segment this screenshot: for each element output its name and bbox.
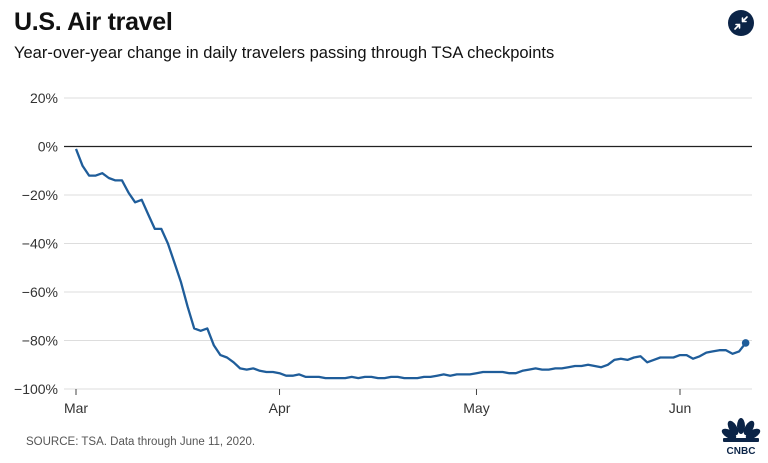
- chart-subtitle: Year-over-year change in daily travelers…: [14, 44, 555, 62]
- line-chart: 20% 0% −20% −40% −60% −80% −100% Mar Apr May Jun: [14, 90, 752, 416]
- cnbc-peacock-icon: CNBC: [721, 418, 761, 457]
- series-line: [74, 148, 747, 380]
- expand-button[interactable]: [728, 10, 754, 36]
- x-tick-label: Jun: [669, 400, 692, 416]
- x-tick-label: Apr: [269, 400, 291, 416]
- y-tick-label: −100%: [14, 381, 58, 397]
- chart-title: U.S. Air travel: [14, 8, 173, 36]
- series-end-point: [741, 339, 750, 347]
- y-tick-label: 0%: [38, 139, 58, 155]
- series-layer: [74, 148, 750, 380]
- x-tick-label: May: [463, 400, 489, 416]
- y-tick-label: −40%: [22, 236, 58, 252]
- x-tick-label: Mar: [64, 400, 88, 416]
- y-tick-label: −20%: [22, 187, 58, 203]
- x-axis-ticks: Mar Apr May Jun: [64, 389, 691, 416]
- y-tick-label: −80%: [22, 333, 58, 349]
- expand-icon: [734, 16, 748, 30]
- source-note: SOURCE: TSA. Data through June 11, 2020.: [26, 436, 256, 448]
- cnbc-logo: CNBC: [719, 418, 763, 463]
- grid-lines: [64, 97, 752, 390]
- y-tick-label: 20%: [30, 90, 58, 106]
- y-axis-ticks: 20% 0% −20% −40% −60% −80% −100%: [14, 90, 58, 397]
- y-tick-label: −60%: [22, 284, 58, 300]
- logo-text: CNBC: [727, 446, 756, 457]
